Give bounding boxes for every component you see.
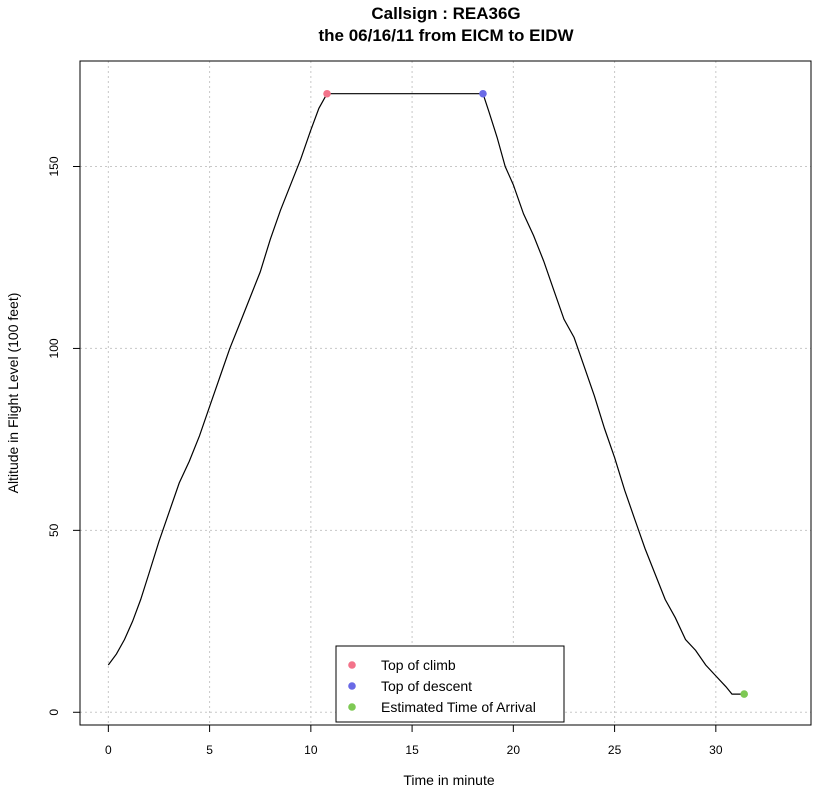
y-axis: 0 50 100 150: [47, 156, 80, 716]
y-tick-label: 100: [47, 338, 61, 358]
altitude-line: [107, 93, 745, 695]
x-tick-label: 0: [105, 743, 112, 757]
legend-swatch: [348, 703, 356, 711]
legend-label: Top of climb: [381, 657, 456, 673]
x-tick-label: 25: [608, 743, 622, 757]
legend: Top of climb Top of descent Estimated Time…: [335, 645, 565, 723]
y-tick-label: 50: [47, 523, 61, 537]
legend-label: Top of descent: [381, 678, 472, 694]
x-tick-label: 15: [405, 743, 419, 757]
series-layer: [107, 93, 745, 695]
legend-swatch: [348, 661, 356, 669]
legend-label: Estimated Time of Arrival: [381, 699, 536, 715]
plot-frame: [79, 60, 812, 726]
legend-swatch: [348, 682, 356, 690]
chart-subtitle: the 06/16/11 from EICM to EIDW: [318, 26, 574, 45]
y-axis-label: Altitude in Flight Level (100 feet): [5, 293, 21, 494]
x-axis-label: Time in minute: [403, 772, 495, 788]
x-axis: 0 5 10 15 20 25 30: [105, 725, 723, 757]
x-tick-label: 5: [206, 743, 213, 757]
y-tick-label: 150: [47, 156, 61, 176]
marker-point: [479, 89, 487, 98]
chart-title: Callsign : REA36G: [371, 4, 520, 23]
x-tick-label: 20: [507, 743, 521, 757]
marker-point: [323, 89, 331, 98]
y-tick-label: 0: [47, 709, 61, 716]
markers-layer: [323, 89, 748, 698]
x-tick-label: 10: [304, 743, 318, 757]
marker-point: [740, 690, 748, 698]
x-tick-label: 30: [709, 743, 723, 757]
grid: [80, 61, 811, 725]
legend-box: [335, 645, 565, 723]
